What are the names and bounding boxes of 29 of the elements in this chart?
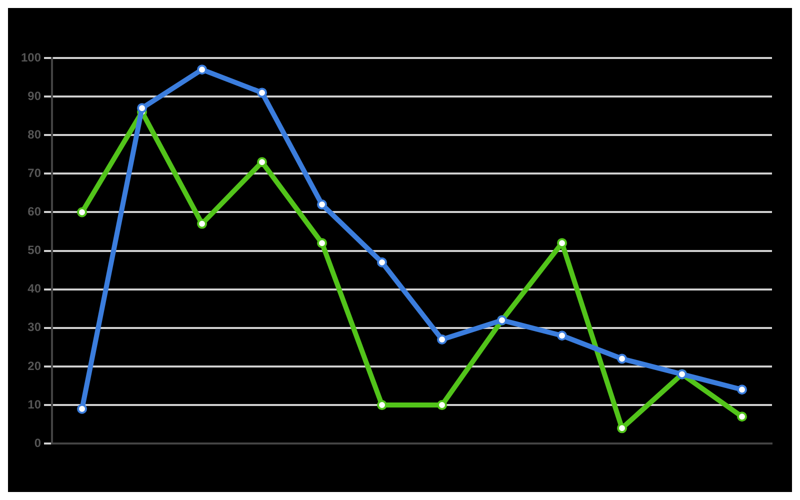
y-tick-label: 40: [28, 282, 42, 296]
point: [437, 334, 448, 344]
point: [317, 200, 328, 210]
point: [437, 400, 448, 410]
point: [377, 400, 388, 410]
y-tick-label: 70: [28, 166, 42, 180]
point: [137, 103, 148, 114]
y-tick-label: 10: [28, 397, 42, 412]
y-tick-label: 50: [28, 243, 42, 258]
y-tick-label: 0: [34, 436, 42, 450]
point: [197, 64, 208, 75]
point: [617, 354, 628, 364]
point: [737, 412, 747, 422]
y-tick-label: 20: [28, 358, 42, 373]
point: [617, 423, 628, 434]
y-tick-label: 100: [20, 50, 42, 64]
point: [77, 207, 88, 218]
y-tick-label: 90: [28, 88, 42, 103]
y-tick-label: 30: [28, 320, 42, 334]
point: [557, 330, 568, 341]
y-tick-label: 60: [28, 204, 42, 219]
point: [377, 257, 388, 268]
point: [257, 88, 268, 98]
y-tick-label: 80: [28, 127, 42, 142]
point: [257, 157, 268, 168]
point: [317, 238, 328, 248]
point: [77, 404, 88, 414]
point: [197, 218, 208, 229]
point: [737, 384, 747, 395]
